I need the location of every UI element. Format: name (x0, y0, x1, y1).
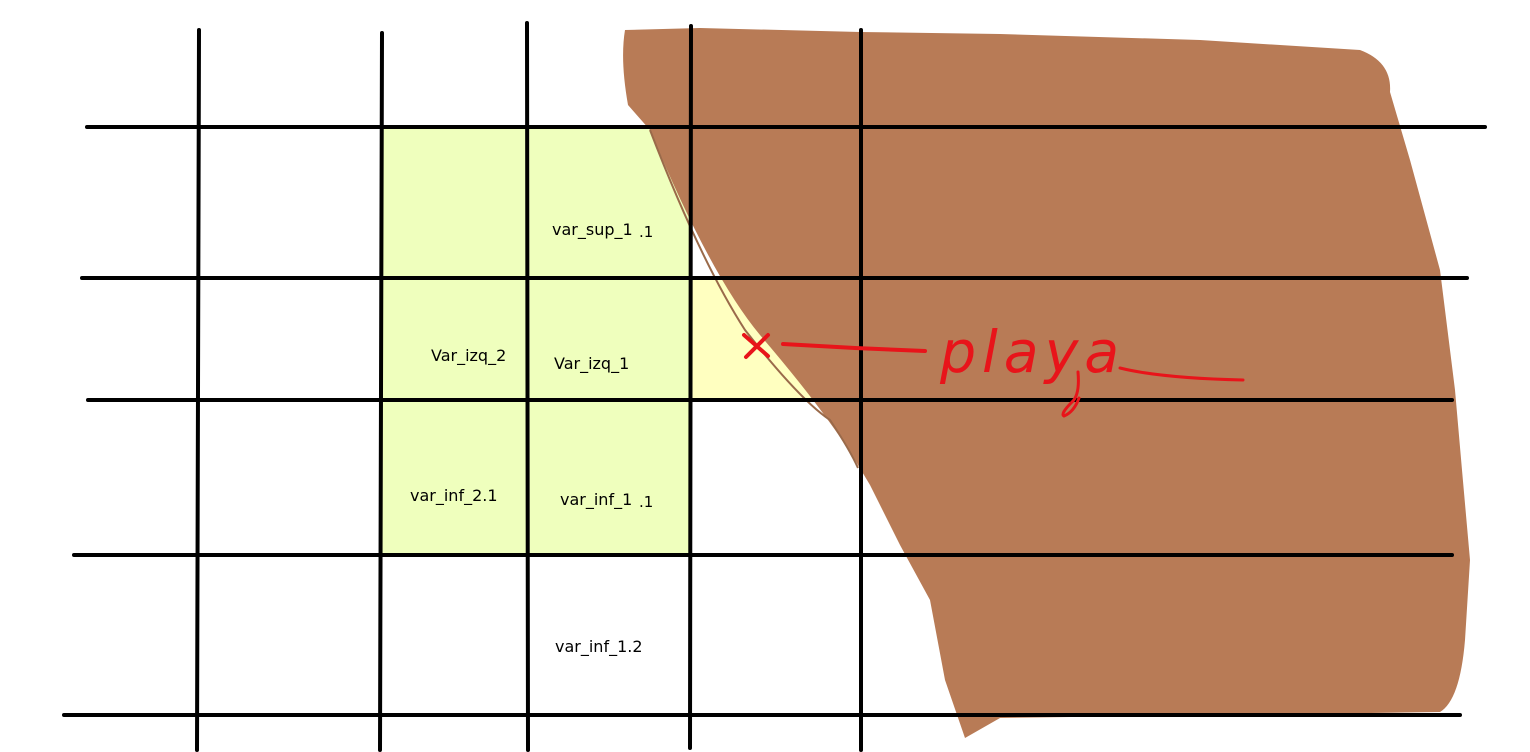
land-area (623, 28, 1470, 738)
label-var-sup-1: var_sup_1 (552, 220, 633, 240)
label-var-sup-1-suffix: .1 (639, 223, 653, 241)
grid-line-v3 (525, 21, 530, 752)
grid-line-v2 (378, 31, 384, 752)
x-mark-icon (742, 333, 770, 359)
label-var-inf-2-1: var_inf_2.1 (410, 486, 498, 506)
grid-line-v1 (195, 28, 201, 752)
annotation-pointer-line (781, 342, 927, 353)
label-var-inf-1: var_inf_1 (560, 490, 632, 510)
annotation-playa-text: playa (939, 318, 1125, 386)
cell-var-izq-2 (382, 278, 528, 400)
cell-var-inf-2 (382, 400, 528, 555)
grid-line-v4 (688, 24, 693, 750)
annotation-underline-tail (1118, 366, 1245, 382)
cell-var-sup-1 (382, 128, 690, 278)
annotation-y-descender (1061, 370, 1081, 418)
cell-var-inf-1 (528, 400, 690, 555)
cell-var-izq-1 (528, 278, 690, 400)
label-var-inf-1-2: var_inf_1.2 (555, 637, 643, 657)
annotation-playa: playa (939, 318, 1245, 418)
label-var-izq-1: Var_izq_1 (554, 354, 629, 374)
label-var-inf-1-suffix: .1 (639, 493, 653, 511)
label-var-izq-2: Var_izq_2 (431, 346, 506, 366)
grid-lines (62, 21, 1487, 752)
